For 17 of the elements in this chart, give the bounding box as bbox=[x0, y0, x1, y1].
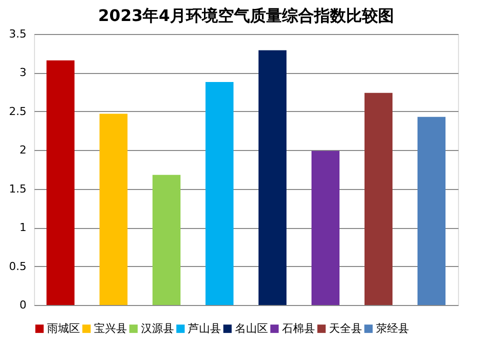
y-tick-label: 1.5 bbox=[9, 182, 26, 196]
y-tick-label: 3 bbox=[20, 66, 26, 80]
legend-label: 雨城区 bbox=[47, 322, 80, 335]
chart-title: 2023年4月环境空气质量综合指数比较图 bbox=[98, 6, 394, 25]
y-tick-label: 3.5 bbox=[9, 28, 26, 40]
legend-label: 芦山县 bbox=[188, 322, 221, 335]
legend-label: 宝兴县 bbox=[94, 322, 127, 335]
y-tick-label: 0.5 bbox=[9, 260, 26, 273]
y-tick-label: 2 bbox=[20, 144, 26, 157]
y-tick-label: 0 bbox=[20, 298, 26, 312]
legend-label: 石棉县 bbox=[282, 322, 315, 335]
legend-label: 天全县 bbox=[329, 322, 362, 335]
legend-label: 名山区 bbox=[235, 322, 268, 335]
legend-label: 荥经县 bbox=[376, 322, 409, 335]
y-tick-label: 1 bbox=[20, 221, 26, 234]
legend-label: 汉源县 bbox=[141, 322, 174, 335]
y-tick-label: 2.5 bbox=[9, 104, 26, 118]
